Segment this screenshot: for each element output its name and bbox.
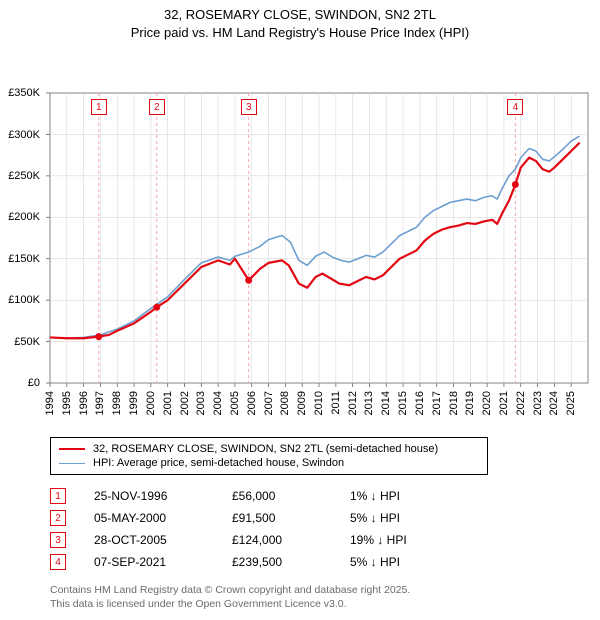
chart-title: 32, ROSEMARY CLOSE, SWINDON, SN2 2TL Pri… xyxy=(0,0,600,41)
transaction-pct-vs-hpi: 5% ↓ HPI xyxy=(350,555,460,569)
x-tick-label: 2001 xyxy=(162,391,174,415)
chart-area: £0 £50K £100K £150K £200K £250K £300K £350K 1994… xyxy=(0,41,600,431)
transaction-row: 3 28-OCT-2005 £124,000 19% ↓ HPI xyxy=(50,529,600,551)
transaction-row: 2 05-MAY-2000 £91,500 5% ↓ HPI xyxy=(50,507,600,529)
x-tick-label: 2007 xyxy=(263,391,275,415)
transaction-date: 07-SEP-2021 xyxy=(94,555,204,569)
x-tick-label: 2019 xyxy=(464,391,476,415)
transaction-date: 25-NOV-1996 xyxy=(94,489,204,503)
event-marker: 1 xyxy=(91,99,107,115)
x-tick-label: 1999 xyxy=(128,391,140,415)
transaction-row: 1 25-NOV-1996 £56,000 1% ↓ HPI xyxy=(50,485,600,507)
transaction-marker: 3 xyxy=(50,532,66,548)
footer-line-1: Contains HM Land Registry data © Crown c… xyxy=(50,583,600,597)
x-tick-label: 2009 xyxy=(296,391,308,415)
x-tick-label: 1997 xyxy=(94,391,106,415)
y-tick-label: £0 xyxy=(28,377,40,389)
y-tick-label: £200K xyxy=(8,211,40,223)
y-tick-label: £100K xyxy=(8,294,40,306)
transaction-date: 05-MAY-2000 xyxy=(94,511,204,525)
x-tick-label: 1996 xyxy=(78,391,90,415)
x-tick-label: 1995 xyxy=(61,391,73,415)
legend-swatch-blue xyxy=(59,463,85,464)
x-tick-label: 2010 xyxy=(313,391,325,415)
transaction-marker: 4 xyxy=(50,554,66,570)
legend-swatch-red xyxy=(59,448,85,450)
x-tick-label: 2011 xyxy=(330,391,342,415)
transaction-pct-vs-hpi: 19% ↓ HPI xyxy=(350,533,460,547)
y-tick-label: £150K xyxy=(8,253,40,265)
transactions-table: 1 25-NOV-1996 £56,000 1% ↓ HPI 2 05-MAY-2000 £… xyxy=(50,485,600,573)
transaction-date: 28-OCT-2005 xyxy=(94,533,204,547)
x-tick-label: 2004 xyxy=(212,391,224,415)
x-tick-label: 2016 xyxy=(414,391,426,415)
title-line-2: Price paid vs. HM Land Registry's House … xyxy=(0,24,600,42)
event-marker: 2 xyxy=(149,99,165,115)
x-tick-label: 2012 xyxy=(347,391,359,415)
legend-row-price-paid: 32, ROSEMARY CLOSE, SWINDON, SN2 2TL (se… xyxy=(59,442,479,456)
x-tick-label: 2008 xyxy=(279,391,291,415)
y-tick-label: £350K xyxy=(8,87,40,99)
x-tick-label: 2002 xyxy=(179,391,191,415)
x-tick-label: 2015 xyxy=(397,391,409,415)
x-tick-label: 2017 xyxy=(431,391,443,415)
y-tick-label: £50K xyxy=(14,336,40,348)
y-tick-label: £300K xyxy=(8,129,40,141)
legend-row-hpi: HPI: Average price, semi-detached house,… xyxy=(59,456,479,470)
x-tick-label: 2005 xyxy=(229,391,241,415)
x-tick-label: 2025 xyxy=(565,391,577,415)
transaction-price: £124,000 xyxy=(232,533,322,547)
footer-line-2: This data is licensed under the Open Gov… xyxy=(50,597,600,611)
x-tick-label: 2003 xyxy=(195,391,207,415)
x-tick-label: 2018 xyxy=(448,391,460,415)
x-tick-label: 2021 xyxy=(498,391,510,415)
x-tick-label: 1994 xyxy=(44,391,56,415)
x-tick-label: 2023 xyxy=(532,391,544,415)
x-tick-label: 2020 xyxy=(481,391,493,415)
y-tick-label: £250K xyxy=(8,170,40,182)
x-tick-label: 2022 xyxy=(515,391,527,415)
x-tick-label: 1998 xyxy=(111,391,123,415)
transaction-pct-vs-hpi: 1% ↓ HPI xyxy=(350,489,460,503)
title-line-1: 32, ROSEMARY CLOSE, SWINDON, SN2 2TL xyxy=(0,6,600,24)
transaction-pct-vs-hpi: 5% ↓ HPI xyxy=(350,511,460,525)
legend-label-hpi: HPI: Average price, semi-detached house,… xyxy=(93,457,344,469)
legend-label-price-paid: 32, ROSEMARY CLOSE, SWINDON, SN2 2TL (se… xyxy=(93,443,438,455)
transaction-marker: 2 xyxy=(50,510,66,526)
transaction-marker: 1 xyxy=(50,488,66,504)
event-marker: 4 xyxy=(507,99,523,115)
transaction-price: £91,500 xyxy=(232,511,322,525)
x-tick-label: 2006 xyxy=(246,391,258,415)
x-tick-label: 2013 xyxy=(363,391,375,415)
transaction-price: £239,500 xyxy=(232,555,322,569)
transaction-price: £56,000 xyxy=(232,489,322,503)
x-tick-label: 2000 xyxy=(145,391,157,415)
x-tick-label: 2024 xyxy=(548,391,560,415)
event-marker: 3 xyxy=(241,99,257,115)
transaction-row: 4 07-SEP-2021 £239,500 5% ↓ HPI xyxy=(50,551,600,573)
legend: 32, ROSEMARY CLOSE, SWINDON, SN2 2TL (se… xyxy=(50,437,488,475)
x-tick-label: 2014 xyxy=(380,391,392,415)
attribution-footer: Contains HM Land Registry data © Crown c… xyxy=(50,583,600,611)
